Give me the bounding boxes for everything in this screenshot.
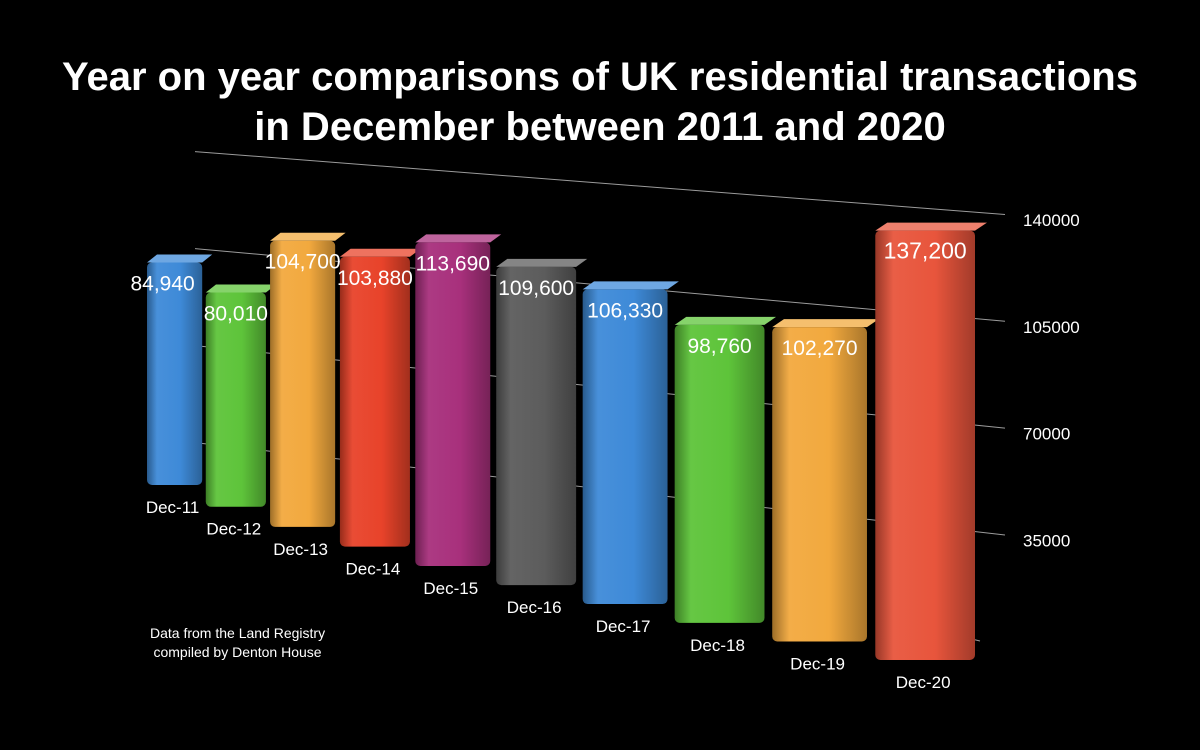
bar-dec-20 [875,222,987,660]
x-tick-label: Dec-20 [896,673,951,692]
bar-front-face [147,262,203,485]
bar-value-label: 84,940 [130,272,194,295]
bar-front-face [270,240,336,527]
bar-dec-18 [674,316,777,623]
bar-top-face [875,222,987,231]
bar-dec-14 [339,248,421,547]
bar-dec-13 [270,232,346,527]
x-tick-label: Dec-13 [273,540,328,559]
source-note: Data from the Land Registry compiled by … [150,624,325,662]
bar-top-face [674,316,777,325]
bar-front-face [875,230,975,660]
bar-top-face [496,258,588,267]
bar-dec-12 [205,284,277,507]
x-tick-label: Dec-14 [346,560,401,579]
bar-top-face [205,284,277,293]
x-tick-label: Dec-16 [507,598,562,617]
bar-dec-16 [496,258,588,586]
bar-value-label: 102,270 [782,337,858,360]
bar-value-label: 103,880 [337,267,413,290]
bar-top-face [339,248,421,257]
x-tick-label: Dec-15 [423,579,478,598]
y-tick-label: 140000 [1023,211,1080,230]
bar-top-face [147,254,213,263]
chart-title-line-1: Year on year comparisons of UK residenti… [62,55,1138,99]
bar-front-face [496,266,577,586]
bar-value-label: 137,200 [884,238,967,264]
y-tick-label: 35000 [1023,531,1070,550]
bar-dec-17 [582,281,679,605]
x-tick-label: Dec-19 [790,654,845,673]
x-tick-label: Dec-17 [596,617,651,636]
x-tick-label: Dec-18 [690,636,745,655]
y-tick-label: 105000 [1023,318,1080,337]
bar-value-label: 113,690 [416,252,490,275]
x-tick-label: Dec-11 [146,498,200,517]
source-note-line-2: compiled by Denton House [153,644,322,660]
bar-dec-11 [147,254,213,485]
bar-front-face [772,327,867,642]
bar-top-face [772,319,879,328]
bar-front-face [205,292,266,507]
chart-title: Year on year comparisons of UK residenti… [0,52,1200,152]
bar-value-label: 104,700 [265,251,341,274]
bar-front-face [415,242,491,566]
source-note-line-1: Data from the Land Registry [150,625,326,641]
bar-top-face [270,232,346,241]
bar-value-label: 80,010 [204,303,268,326]
chart-title-line-2: in December between 2011 and 2020 [254,105,946,149]
bar-front-face [339,256,410,547]
bar-top-face [582,281,679,290]
gridline [194,151,1006,215]
bar-value-label: 106,330 [587,299,663,322]
bar-dec-15 [415,234,502,566]
bar-value-label: 98,760 [687,335,751,358]
bar-dec-19 [772,319,879,642]
bar-front-face [674,324,765,623]
bar-value-label: 109,600 [498,277,574,300]
bar-front-face [582,289,668,605]
x-tick-label: Dec-12 [206,520,261,539]
bar-top-face [415,234,502,243]
y-tick-label: 70000 [1023,425,1070,444]
